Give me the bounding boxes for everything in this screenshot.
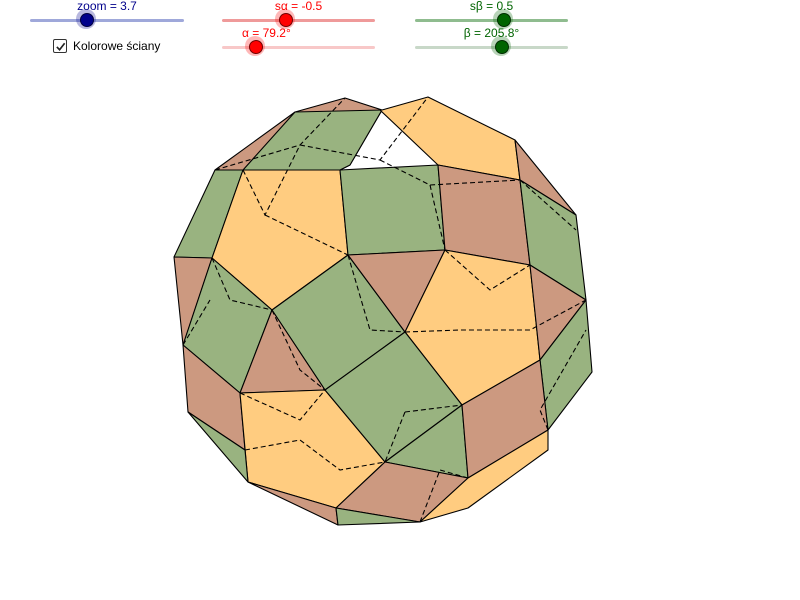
alpha-slider-track[interactable] [222, 46, 375, 49]
polyhedron-face [187, 411, 249, 483]
beta-slider-track[interactable] [415, 46, 568, 49]
s-beta-slider[interactable]: sβ = 0.5 [415, 0, 568, 30]
s-beta-slider-knob[interactable] [497, 13, 511, 27]
checkmark-icon [55, 42, 65, 51]
zoom-slider-label: zoom = 3.7 [77, 0, 137, 13]
polyhedron-face [339, 164, 446, 256]
beta-slider-knob[interactable] [495, 40, 509, 54]
polyhedron-face [335, 507, 421, 526]
s-beta-slider-label: sβ = 0.5 [469, 0, 514, 13]
beta-slider[interactable]: β = 205.8° [415, 26, 568, 57]
beta-slider-label: β = 205.8° [463, 26, 520, 40]
hidden-edges [182, 96, 587, 523]
s-alpha-slider-knob[interactable] [279, 13, 293, 27]
zoom-slider-track[interactable] [30, 19, 184, 22]
s-alpha-slider-track[interactable] [222, 19, 375, 22]
zoom-slider-knob[interactable] [80, 13, 94, 27]
colored-faces-checkbox[interactable]: Kolorowe ściany [53, 38, 160, 54]
polyhedron-face [419, 429, 549, 523]
alpha-slider[interactable]: α = 79.2° [222, 26, 375, 57]
checkbox-box[interactable] [53, 39, 67, 53]
s-alpha-slider[interactable]: sα = -0.5 [222, 0, 375, 30]
polyhedron-face [437, 164, 531, 266]
s-alpha-slider-label: sα = -0.5 [274, 0, 323, 13]
alpha-slider-knob[interactable] [249, 40, 263, 54]
colored-faces-label: Kolorowe ściany [73, 39, 161, 53]
s-beta-slider-track[interactable] [415, 19, 568, 22]
zoom-slider[interactable]: zoom = 3.7 [30, 0, 184, 30]
alpha-slider-label: α = 79.2° [242, 26, 291, 40]
